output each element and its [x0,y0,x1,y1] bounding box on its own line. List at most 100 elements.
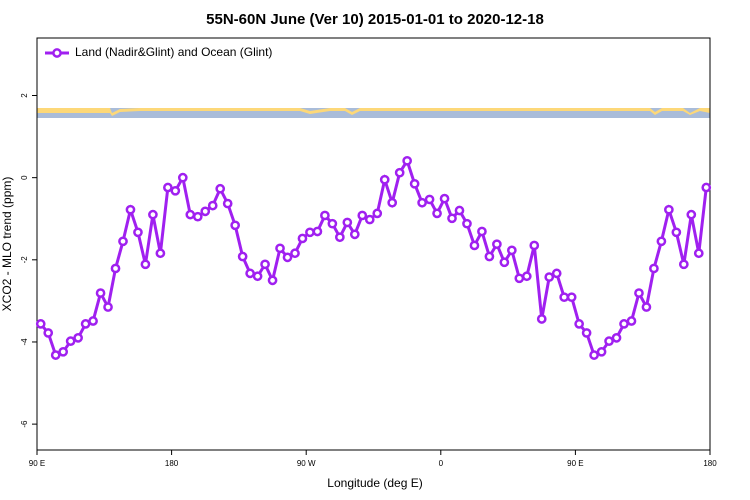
x-tick-label: 0 [439,459,444,468]
y-tick-label: -2 [20,256,29,264]
data-point [469,240,480,251]
data-point [185,209,196,220]
data-point [619,319,629,329]
x-tick-label: 180 [703,459,717,468]
data-point [611,333,622,343]
data-point [230,220,241,231]
data-point [80,319,91,329]
y-tick-label: -6 [20,420,29,428]
data-point [110,263,121,274]
data-point [342,217,353,228]
data-point [499,257,510,268]
y-tick-label: 2 [20,93,29,98]
data-point [604,336,614,346]
data-point [95,288,106,298]
data-point [379,174,390,185]
data-point [35,319,46,329]
data-point [118,236,128,247]
data-point [170,185,181,196]
data-point [364,214,375,225]
x-tick-label: 90 E [567,459,583,468]
data-point [252,271,263,282]
data-point [394,167,405,178]
data-point [192,211,203,222]
data-point [402,155,412,166]
data-point [664,204,674,215]
data-point [125,204,136,215]
data-point [200,206,211,217]
data-point [462,218,472,229]
data-point [693,248,704,259]
data-point [163,182,173,193]
data-point [566,292,577,303]
data-point [686,209,697,220]
data-point [626,316,637,326]
chart-title: 55N-60N June (Ver 10) 2015-01-01 to 2020… [206,11,544,28]
data-point [148,209,158,220]
data-point [551,268,562,279]
data-point [43,328,54,338]
data-point [357,210,368,221]
data-point [701,182,712,193]
data-point [521,271,532,282]
data-point [514,273,525,284]
data-point [58,346,69,357]
y-tick-label: 0 [20,175,29,180]
data-point [477,226,487,237]
data-point [581,328,592,338]
data-point [50,350,61,360]
data-point [155,248,166,259]
data-point [133,227,143,238]
data-point [207,200,218,211]
data-point [536,314,547,324]
data-point [678,259,689,270]
data-point [492,239,502,250]
data-point [641,302,652,312]
data-point [447,213,457,224]
data-point [589,350,599,360]
data-point [372,208,383,219]
data-point [267,275,278,286]
y-tick-label: -4 [20,338,29,346]
data-point [140,259,151,270]
data-point [671,227,682,238]
data-point [88,316,98,326]
x-axis-label: Longitude (deg E) [327,476,422,490]
data-point [439,193,450,204]
data-point [305,227,315,238]
data-point [574,319,584,329]
data-point [177,172,188,183]
data-point [424,194,435,205]
data-point [260,259,270,270]
data-point [349,229,360,240]
plot-frame [36,37,711,451]
data-point [506,245,517,256]
data-point [222,198,233,209]
data-point [282,252,293,263]
data-point [73,333,83,343]
data-point [544,272,555,282]
data-point [454,205,465,216]
data-point [417,197,427,208]
legend-label: Land (Nadir&Glint) and Ocean (Glint) [75,45,272,59]
data-point [103,302,113,312]
data-point [245,268,255,279]
data-point [237,251,248,262]
data-point [634,288,644,298]
data-point [290,248,300,259]
data-point [335,232,345,243]
data-point [275,243,285,254]
data-point [484,251,495,262]
data-point [596,346,607,357]
data-point [656,236,667,247]
data-point [432,208,442,219]
data-point [559,292,570,303]
map-strip [37,108,710,118]
data-point [387,197,398,208]
data-point [65,336,76,346]
data-point [529,240,540,251]
legend-marker [52,48,62,58]
data-point [327,218,338,229]
series-line [39,157,708,358]
